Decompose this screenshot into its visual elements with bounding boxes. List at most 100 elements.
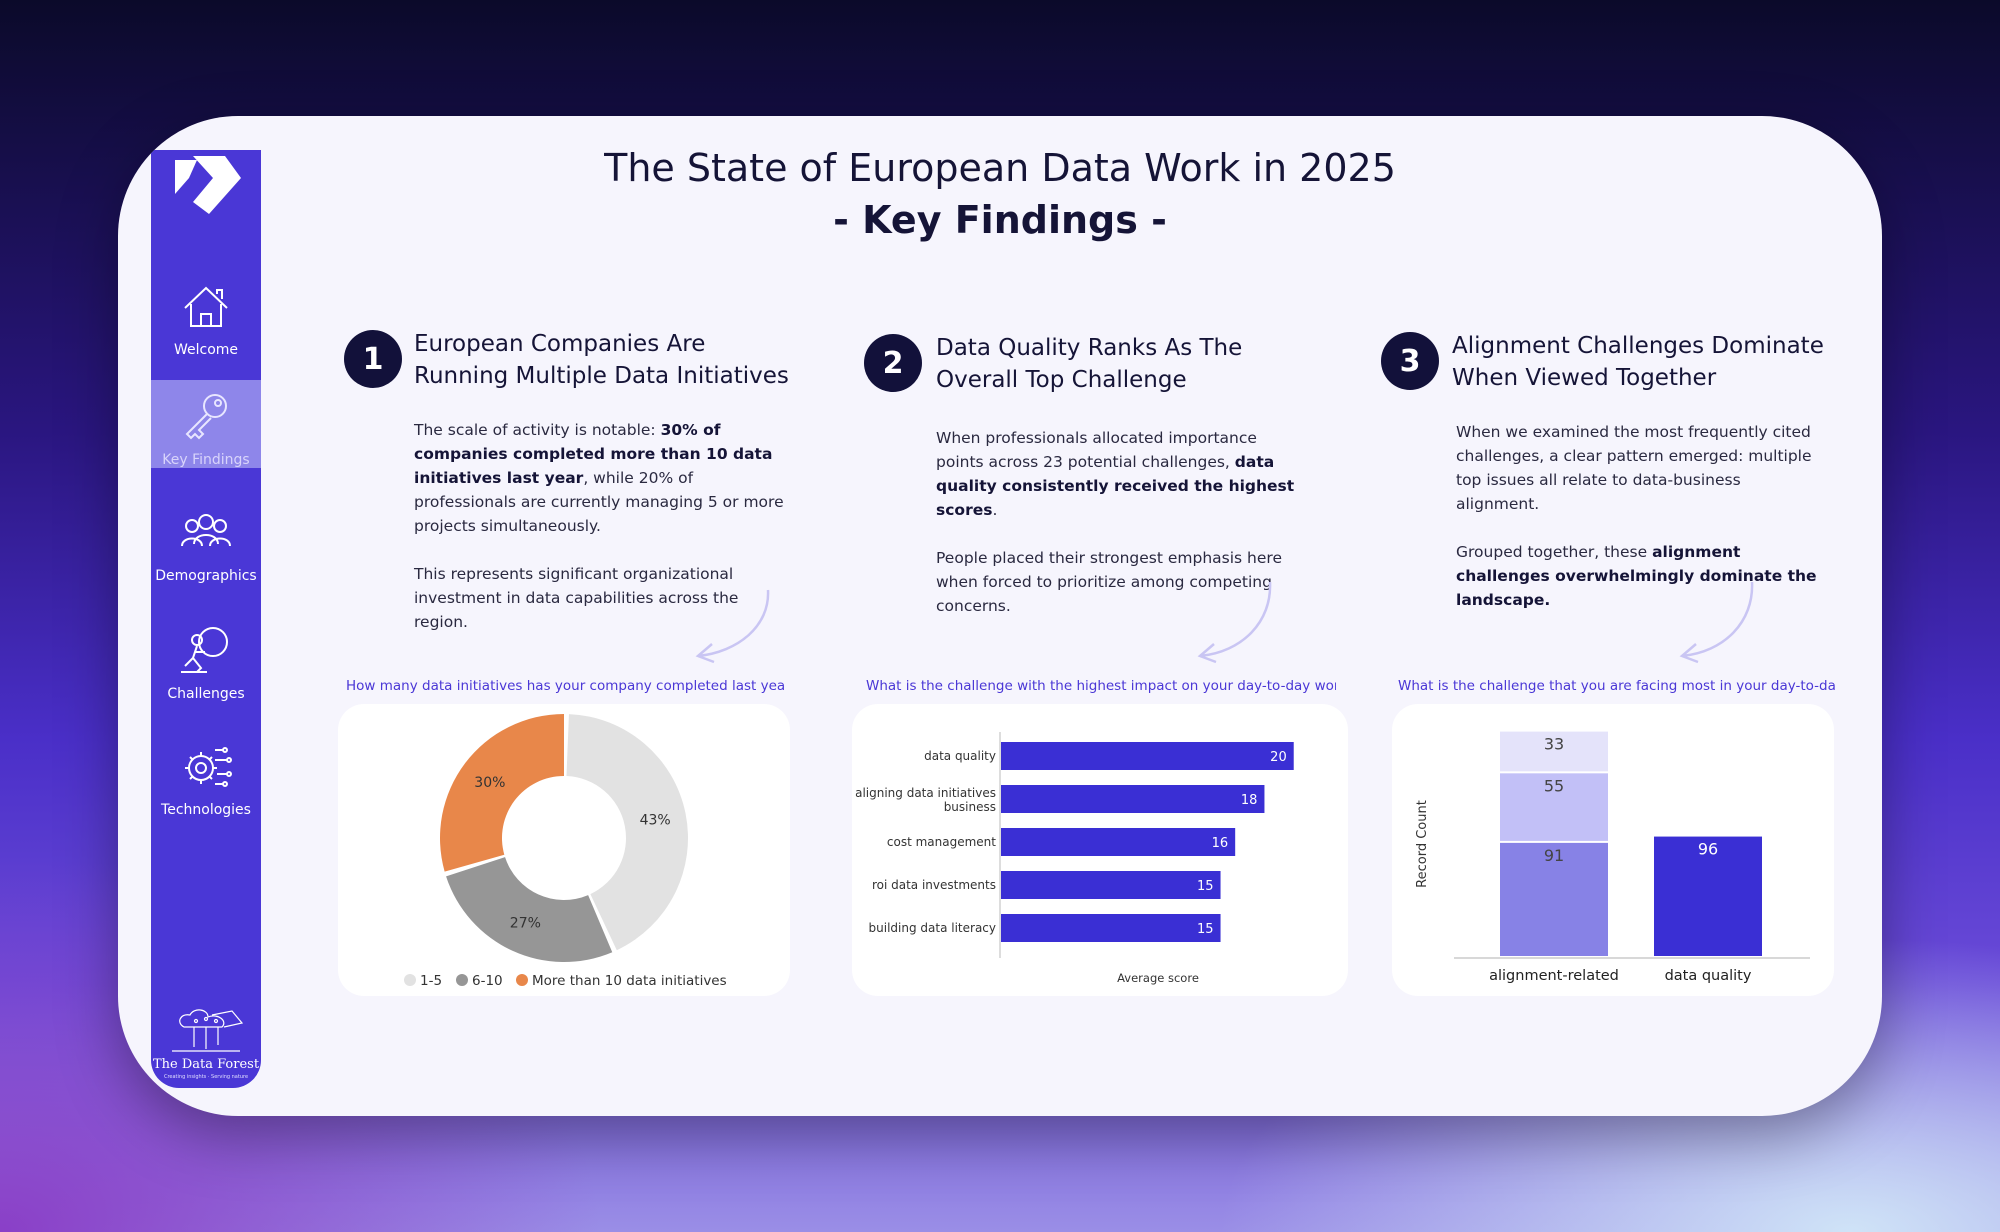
finding-body-2: When professionals allocated importance …	[936, 426, 1306, 618]
sidebar-item-label: Key Findings	[162, 452, 250, 468]
bar[interactable]	[1001, 914, 1221, 942]
text: The scale of activity is notable:	[414, 421, 661, 439]
challenge-icon	[181, 627, 228, 673]
heading-line: Data Quality Ranks As The	[936, 335, 1243, 361]
paragraph: Grouped together, these alignment challe…	[1456, 540, 1818, 612]
finding-body-1: The scale of activity is notable: 30% of…	[414, 418, 784, 634]
finding-heading-2: Data Quality Ranks As The Overall Top Ch…	[936, 332, 1242, 396]
segment-value-label: 33	[1544, 735, 1564, 754]
slice-label: 27%	[510, 916, 541, 932]
curved-arrow-icon	[695, 589, 770, 664]
bar[interactable]	[1001, 742, 1294, 770]
text: Grouped together, these	[1456, 543, 1653, 561]
sidebar-item-label: Technologies	[161, 802, 251, 818]
page-title: The State of European Data Work in 2025	[604, 146, 1396, 190]
sidebar-item-welcome[interactable]: Welcome	[151, 270, 261, 358]
page-subtitle: - Key Findings -	[833, 198, 1167, 242]
slice-label: 30%	[474, 775, 505, 791]
text: When professionals allocated importance …	[936, 429, 1257, 471]
legend-swatch	[404, 974, 416, 986]
sidebar-item-technologies[interactable]: Technologies	[151, 730, 261, 818]
stacked-bar-segment[interactable]	[1500, 773, 1608, 841]
text: , while 20% of professionals are current…	[414, 469, 784, 535]
bar-value-label: 16	[1212, 836, 1229, 851]
heading-line: Overall Top Challenge	[936, 367, 1187, 393]
sidebar: Welcome Key Findings Demographics Challe…	[151, 150, 261, 1088]
bar[interactable]	[1001, 785, 1265, 813]
chart-question-2: What is the challenge with the highest i…	[866, 678, 1336, 694]
people-icon	[181, 514, 231, 547]
donut-chart: 43% 27% 30% 1-5 6-10 More than 10 data initia…	[404, 714, 727, 989]
finding-body-3: When we examined the most frequently cit…	[1456, 420, 1818, 612]
segment-value-label: 91	[1544, 846, 1564, 865]
paragraph: When we examined the most frequently cit…	[1456, 423, 1812, 513]
donut-slice-2[interactable]	[446, 857, 613, 962]
paragraph: This represents significant organization…	[414, 565, 739, 631]
key-icon	[185, 394, 227, 440]
donut-chart-card: 43% 27% 30% 1-5 6-10 More than 10 data initia…	[338, 704, 790, 996]
donut-slice-1[interactable]	[566, 714, 688, 951]
sidebar-item-demographics[interactable]: Demographics	[151, 496, 261, 584]
chart-question-3: What is the challenge that you are facin…	[1398, 678, 1836, 694]
bar[interactable]	[1001, 828, 1236, 856]
legend-label[interactable]: More than 10 data initiatives	[532, 973, 727, 989]
sidebar-item-challenges[interactable]: Challenges	[151, 614, 261, 702]
slice-label: 43%	[640, 813, 671, 829]
legend-label[interactable]: 1-5	[420, 973, 442, 989]
tree-icon	[172, 1009, 244, 1052]
paragraph: People placed their strongest emphasis h…	[936, 549, 1282, 615]
finding-number-2: 2	[864, 334, 922, 392]
emphasis-text: alignment challenges overwhelmingly domi…	[1456, 543, 1817, 609]
heading-line: European Companies Are	[414, 331, 706, 357]
bar-value-label: 18	[1241, 793, 1258, 808]
bar[interactable]	[1001, 871, 1221, 899]
segment-value-label: 96	[1698, 840, 1718, 859]
sidebar-item-key-findings[interactable]: Key Findings	[151, 380, 261, 468]
chart-question-1: How many data initiatives has your compa…	[346, 678, 786, 694]
category-label: cost management	[887, 835, 996, 849]
brand-logo[interactable]: The Data Forest Creating insights · Serv…	[151, 1005, 261, 1080]
brand-name: The Data Forest	[152, 1057, 260, 1072]
category-label: alignment-related	[1489, 968, 1619, 984]
legend-label[interactable]: 6-10	[472, 973, 503, 989]
heading-line: Alignment Challenges Dominate	[1452, 333, 1824, 359]
finding-heading-3: Alignment Challenges Dominate When Viewe…	[1452, 330, 1824, 394]
x-axis-title: Average score	[1117, 971, 1199, 985]
sidebar-item-label: Welcome	[173, 342, 239, 358]
curved-arrow-icon	[1679, 581, 1754, 664]
text: .	[992, 501, 998, 519]
bar-value-label: 20	[1270, 750, 1287, 765]
finding-heading-1: European Companies Are Running Multiple …	[414, 328, 789, 392]
emphasis-text: data quality consistently received the h…	[936, 453, 1295, 519]
segment-value-label: 55	[1544, 776, 1564, 795]
main-panel: Welcome Key Findings Demographics Challe…	[118, 116, 1882, 1116]
brand-tagline: Creating insights · Serving nature	[163, 1074, 249, 1080]
bar-chart-card: 20 data quality 18 aligning data initiative…	[852, 704, 1348, 996]
finding-number-1: 1	[344, 330, 402, 388]
bar-value-label: 15	[1197, 879, 1214, 894]
stacked-bar-segment[interactable]	[1500, 731, 1608, 772]
heading-line: When Viewed Together	[1452, 365, 1717, 391]
category-label: building data literacy	[869, 921, 996, 935]
category-label: roi data investments	[872, 878, 996, 892]
sidebar-item-label: Demographics	[155, 568, 257, 584]
paragraph: The scale of activity is notable: 30% of…	[414, 418, 784, 538]
gear-circuit-icon	[185, 747, 232, 787]
sidebar-item-label: Challenges	[167, 686, 245, 702]
curved-arrow-icon	[1197, 581, 1272, 664]
stacked-bar-chart-card: 91 55 33 96 alignment-related data quality Rec…	[1392, 704, 1834, 996]
bar-value-label: 15	[1197, 922, 1214, 937]
y-axis-title: Record Count	[1415, 800, 1430, 888]
category-label: data quality	[1665, 968, 1752, 984]
app-logo[interactable]	[163, 150, 243, 220]
heading-line: Running Multiple Data Initiatives	[414, 363, 789, 389]
stacked-bar-segment[interactable]	[1654, 836, 1762, 956]
legend-swatch	[456, 974, 468, 986]
home-icon	[184, 286, 228, 327]
finding-number-3: 3	[1381, 332, 1439, 390]
donut-slice-3[interactable]	[440, 714, 564, 872]
horizontal-bar-chart: 20 data quality 18 aligning data initiative…	[855, 732, 1294, 985]
stacked-bar-segment[interactable]	[1500, 842, 1608, 956]
stacked-bar-chart: 91 55 33 96 alignment-related data quality Rec…	[1415, 731, 1810, 984]
category-label: aligning data initiatives	[855, 786, 996, 800]
